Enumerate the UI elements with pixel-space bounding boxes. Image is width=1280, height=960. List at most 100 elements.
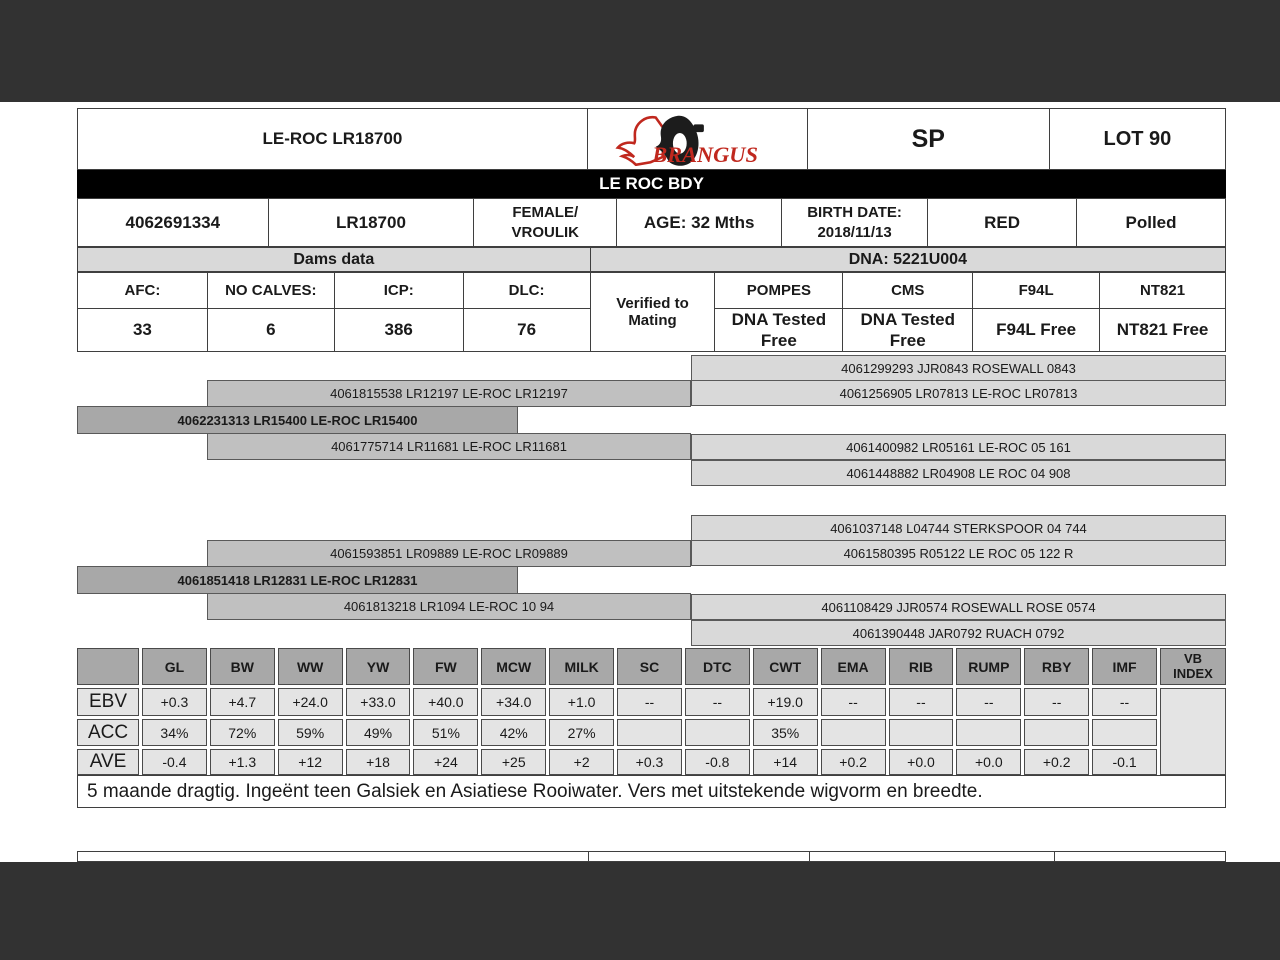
acc-ema [820,719,886,746]
ave-bw: +1.3 [209,749,275,775]
sex-line2: VROULIK [511,223,579,241]
reg-number-cell: 4062691334 [78,199,268,246]
pedigree-dam-sire-dam: 4061580395 R05122 LE ROC 05 122 R [691,540,1226,566]
ebv-yw: +33.0 [345,688,411,716]
dlc-value: 76 [463,308,590,351]
acc-bw: 72% [209,719,275,746]
acc-cwt: 35% [752,719,818,746]
animal-title: LE-ROC LR18700 [78,109,587,169]
pedigree-sire-dam-dam: 4061448882 LR04908 LE ROC 04 908 [691,460,1226,486]
acc-mcw: 42% [481,719,547,746]
ebv-corner-cell [77,648,139,685]
acc-milk: 27% [549,719,615,746]
ebv-col-mcw: MCW [481,648,547,685]
ebv-bw: +4.7 [209,688,275,716]
acc-ww: 59% [277,719,343,746]
ear-tag [693,124,705,133]
ebv-rump: -- [956,688,1022,716]
acc-sc [617,719,682,746]
pedigree-dam-dam-sire: 4061108429 JJR0574 ROSEWALL ROSE 0574 [691,594,1226,620]
ebv-col-imf: IMF [1092,648,1157,685]
top-letterbox-bar [0,0,1280,102]
dlc-label: DLC: [463,273,590,308]
acc-dtc [684,719,750,746]
brand-text: BRANGUS [652,142,759,166]
no-calves-value: 6 [207,308,334,351]
icp-value: 386 [334,308,463,351]
dams-dna-header: Dams data DNA: 5221U004 [77,247,1226,272]
acc-rib [888,719,954,746]
pedigree-dam-sire: 4061593851 LR09889 LE-ROC LR09889 [207,540,691,567]
ave-dtc: -0.8 [684,749,750,775]
pedigree-dam-dam-dam: 4061390448 JAR0792 RUACH 0792 [691,620,1226,646]
f94l-label: F94L [973,273,1100,308]
verified-to-mating-cell: Verified to Mating [590,273,715,351]
pedigree-sire-dam: 4061775714 LR11681 LE-ROC LR11681 [207,433,691,460]
pedigree-dam-dam: 4061813218 LR1094 LE-ROC 10 94 [207,593,691,620]
lot-header-table: LE-ROC LR18700 BRANGUS SP LOT 90 [77,108,1226,170]
acc-imf [1092,719,1157,746]
ebv-rib: -- [888,688,954,716]
ebv-row-label: EBV [77,688,139,716]
ebv-mcw: +34.0 [481,688,547,716]
dams-data-title: Dams data [78,248,590,271]
pedigree-dam-sire-sire: 4061037148 L04744 STERKSPOOR 04 744 [691,515,1226,541]
pompes-value: DNA Tested Free [715,308,843,351]
afc-label: AFC: [78,273,207,308]
ebv-col-ema: EMA [820,648,886,685]
acc-fw: 51% [413,719,479,746]
ebv-rby: -- [1024,688,1090,716]
face-patch [673,132,687,154]
colour-cell: RED [928,199,1077,246]
ebv-col-ww: WW [277,648,343,685]
acc-rump [956,719,1022,746]
ebv-col-rump: RUMP [956,648,1022,685]
ebv-ww: +24.0 [277,688,343,716]
ave-yw: +18 [345,749,411,775]
sale-code: SP [807,109,1049,169]
ave-cwt: +14 [752,749,818,775]
pedigree-sire-sire-dam: 4061256905 LR07813 LE-ROC LR07813 [691,380,1226,406]
ebv-col-bw: BW [209,648,275,685]
cms-label: CMS [843,273,973,308]
ebv-col-fw: FW [413,648,479,685]
bull-head-icon: BRANGUS [615,115,759,166]
dna-title: DNA: 5221U004 [590,248,1225,271]
afc-value: 33 [78,308,207,351]
poll-status-cell: Polled [1077,199,1225,246]
acc-gl: 34% [142,719,207,746]
pedigree-sire-dam-sire: 4061400982 LR05161 LE-ROC 05 161 [691,434,1226,460]
birth-date-label: BIRTH DATE: [807,204,902,221]
ebv-ema: -- [820,688,886,716]
ave-rib: +0.0 [888,749,954,775]
sex-line1: FEMALE/ [512,204,579,221]
cms-value: DNA Tested Free [843,308,973,351]
pompes-label: POMPES [715,273,843,308]
ave-rby: +0.2 [1024,749,1090,775]
pedigree-sire-sire-sire: 4061299293 JJR0843 ROSEWALL 0843 [691,355,1226,381]
ave-rump: +0.0 [956,749,1022,775]
ave-mcw: +25 [481,749,547,775]
acc-rby [1024,719,1090,746]
ave-gl: -0.4 [142,749,207,775]
ebv-col-dtc: DTC [684,648,750,685]
ebv-cwt: +19.0 [752,688,818,716]
nt821-label: NT821 [1100,273,1225,308]
vb-index-body-cell [1160,688,1226,775]
herd-name-bar: LE ROC BDY [77,170,1226,198]
icp-label: ICP: [334,273,463,308]
notes-text: 5 maande dragtig. Ingeënt teen Galsiek e… [77,775,1226,808]
ave-ww: +12 [277,749,343,775]
ave-milk: +2 [549,749,615,775]
ebv-col-milk: MILK [549,648,615,685]
ebv-col-gl: GL [142,648,207,685]
red-head-outline [615,115,666,166]
ave-imf: -0.1 [1092,749,1157,775]
acc-yw: 49% [345,719,411,746]
age-cell: AGE: 32 Mths [617,199,782,246]
brangus-logo: BRANGUS [587,109,807,169]
ebv-col-rib: RIB [888,648,954,685]
no-calves-label: NO CALVES: [207,273,334,308]
ebv-col-cwt: CWT [752,648,818,685]
